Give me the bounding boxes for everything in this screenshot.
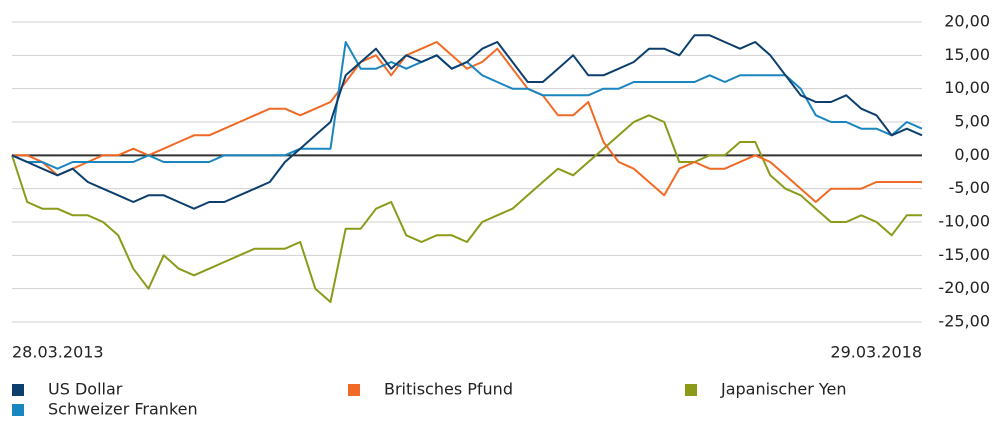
x-tick-label: 28.03.2013 xyxy=(12,343,104,362)
y-tick-label: 0,00 xyxy=(954,145,990,164)
y-tick-label: -25,00 xyxy=(938,312,990,331)
legend-label: Japanischer Yen xyxy=(720,380,846,399)
legend-label: US Dollar xyxy=(48,380,123,399)
y-tick-label: 5,00 xyxy=(954,112,990,131)
y-tick-label: 20,00 xyxy=(944,12,990,31)
y-tick-label: 15,00 xyxy=(944,45,990,64)
y-tick-label: -5,00 xyxy=(949,178,990,197)
legend-swatch xyxy=(12,384,24,396)
series-line xyxy=(11,34,923,210)
legend-swatch xyxy=(12,404,24,416)
series-line xyxy=(11,114,922,303)
legend-swatch xyxy=(685,384,697,396)
y-tick-label: -20,00 xyxy=(938,278,990,297)
legend-swatch xyxy=(348,384,360,396)
y-tick-label: -10,00 xyxy=(938,212,990,231)
x-tick-label: 29.03.2018 xyxy=(830,343,922,362)
legend-label: Schweizer Franken xyxy=(48,400,198,419)
legend-label: Britisches Pfund xyxy=(384,380,513,399)
y-tick-label: 10,00 xyxy=(944,78,990,97)
y-tick-label: -15,00 xyxy=(938,245,990,264)
series-line xyxy=(12,41,922,203)
